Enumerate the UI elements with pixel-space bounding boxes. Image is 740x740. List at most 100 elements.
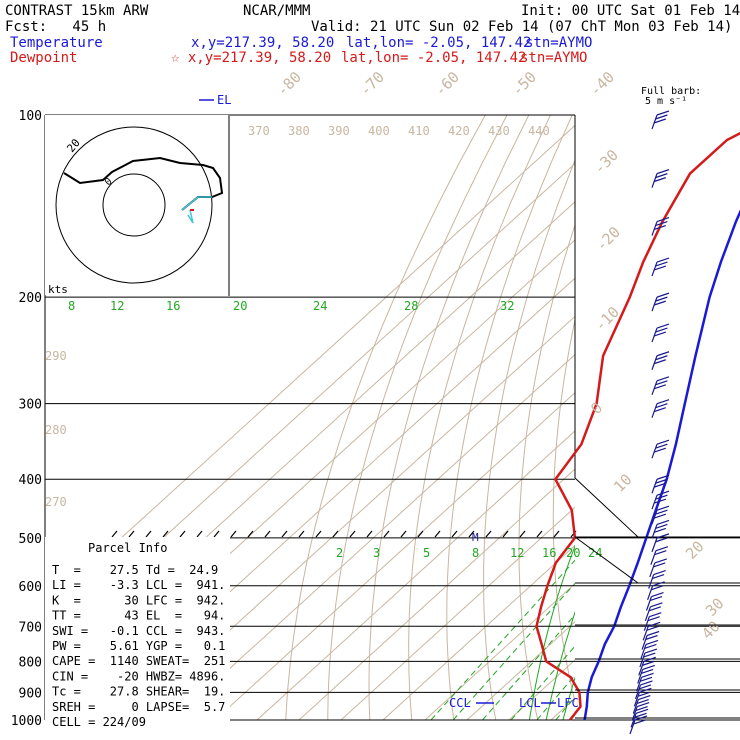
wind-barb bbox=[649, 558, 667, 578]
isotherm-line bbox=[172, 353, 575, 720]
wind-barb bbox=[630, 708, 649, 728]
isotherm-label: 10 bbox=[610, 470, 636, 496]
pressure-tick-label: 700 bbox=[19, 620, 42, 635]
isotherm-line bbox=[256, 430, 575, 720]
chart-title: CONTRAST 15km ARW bbox=[5, 3, 149, 19]
wind-barb bbox=[641, 630, 660, 650]
dry-adiabat-line bbox=[446, 115, 573, 720]
mixing-ratio-line bbox=[604, 404, 740, 720]
isotherm-label: -70 bbox=[356, 68, 388, 100]
isotherm-line bbox=[214, 392, 575, 720]
mixing-ratio-label: 12 bbox=[510, 546, 524, 560]
theta-label: 400 bbox=[368, 124, 390, 138]
hodograph: 20 0 kts bbox=[45, 115, 230, 296]
ccl-marker: CCL bbox=[449, 696, 471, 710]
isobar-tick bbox=[502, 530, 509, 538]
dewpoint-latlon: lat,lon= -2.05, 147.42 bbox=[341, 50, 527, 66]
hodograph-units: kts bbox=[48, 283, 68, 296]
moist-adiabat-line bbox=[597, 297, 740, 720]
pressure-tick-label: 600 bbox=[19, 580, 42, 595]
isotherm-label: -80 bbox=[273, 68, 305, 100]
moist-adiabat-line bbox=[528, 544, 575, 720]
theta-label: 380 bbox=[288, 124, 310, 138]
dry-adiabat-line bbox=[327, 115, 508, 720]
wind-barb bbox=[633, 687, 652, 707]
parcel-info-box: Parcel Info T = 27.5 Td = 24.9LI = -3.3 … bbox=[45, 537, 230, 729]
lfc-marker: LFC bbox=[557, 696, 579, 710]
moist-adiabat-line bbox=[580, 297, 740, 720]
wind-barb bbox=[651, 351, 670, 370]
isotherm-label: -30 bbox=[590, 146, 622, 178]
moist-adiabat-line bbox=[630, 297, 740, 720]
wind-barb bbox=[632, 694, 651, 714]
pressure-axis-labels: 100 200 300 400 500 600 700 800 900 1000 bbox=[11, 109, 42, 729]
pressure-tick-label: 1000 bbox=[11, 714, 42, 729]
wind-barb bbox=[651, 439, 670, 459]
forecast-hour: Fcst: 45 h bbox=[5, 19, 107, 35]
wind-barb bbox=[638, 656, 656, 676]
barb-legend-units: 5 m s⁻¹ bbox=[645, 96, 687, 107]
dry-adiabat-line bbox=[518, 223, 575, 720]
isotherm-label: 40 bbox=[698, 617, 724, 643]
mixing-ratio-label: 20 bbox=[233, 299, 247, 313]
pressure-tick-label: 400 bbox=[19, 473, 42, 488]
isobar-tick bbox=[468, 530, 475, 538]
barb-legend-title: Full barb: bbox=[641, 86, 701, 97]
pressure-tick-label: 500 bbox=[19, 532, 42, 547]
temperature-xy: x,y=217.39, 58.20 bbox=[191, 35, 335, 51]
mixing-ratio-label: 2 bbox=[336, 546, 343, 560]
wind-barb bbox=[651, 376, 670, 395]
isobar-tick bbox=[366, 530, 373, 538]
isobar-tick bbox=[383, 530, 390, 538]
temperature-profile bbox=[583, 209, 740, 721]
wind-barb bbox=[651, 323, 670, 343]
isobar-tick bbox=[213, 530, 220, 538]
parcel-info-line: CIN = -20 HWBZ= 4896. bbox=[52, 669, 225, 683]
wind-barb bbox=[651, 533, 670, 553]
mixing-ratio-label: 16 bbox=[542, 546, 556, 560]
theta-label: 390 bbox=[328, 124, 350, 138]
parcel-info-line: PW = 5.61 YGP = 0.1 bbox=[52, 639, 225, 653]
temperature-latlon: lat,lon= -2.05, 147.42 bbox=[346, 35, 532, 51]
mixing-ratio-line bbox=[536, 674, 575, 720]
parcel-info-line: SREH = 0 LAPSE= 5.7 bbox=[52, 700, 225, 714]
wind-barb bbox=[651, 169, 670, 188]
mixing-ratio-line bbox=[555, 696, 575, 720]
mixing-ratio-line bbox=[430, 559, 575, 720]
theta-label: 270 bbox=[45, 495, 67, 509]
pressure-tick-label: 800 bbox=[19, 655, 42, 670]
wind-barb bbox=[651, 490, 670, 510]
parcel-info-line: K = 30 LFC = 942. bbox=[52, 593, 225, 607]
moist-adiabat-line bbox=[664, 297, 740, 720]
wind-barb bbox=[631, 701, 650, 721]
mixing-ratio-label: 3 bbox=[373, 546, 380, 560]
mixing-ratio-label: 16 bbox=[166, 299, 180, 313]
dry-adiabat-line bbox=[650, 115, 706, 720]
sounding-profiles bbox=[535, 131, 740, 721]
wind-barb bbox=[651, 292, 670, 312]
isotherm-label: -50 bbox=[508, 68, 540, 100]
valid-time: Valid: 21 UTC Sun 02 Feb 14 (07 ChT Mon … bbox=[311, 19, 733, 35]
wind-barb bbox=[651, 474, 670, 494]
isobar-tick bbox=[196, 530, 203, 538]
wind-barb bbox=[636, 672, 654, 692]
isobar-tick bbox=[230, 530, 237, 538]
wind-barb bbox=[651, 505, 670, 525]
lcl-marker: LCL bbox=[519, 696, 541, 710]
isobar-tick bbox=[145, 530, 152, 538]
mixing-ratio-labels: 8 12 16 20 24 28 322 3 5 8 12 16 20 24 bbox=[68, 299, 602, 560]
dry-adiabat-line bbox=[368, 115, 530, 720]
isotherm-line bbox=[424, 582, 575, 720]
theta-label: 440 bbox=[528, 124, 550, 138]
wind-barb bbox=[640, 639, 659, 659]
isobar-tick bbox=[451, 530, 458, 538]
wind-barb bbox=[648, 570, 666, 589]
dry-adiabat-line bbox=[285, 115, 486, 720]
isotherm-label: -10 bbox=[591, 303, 623, 335]
dewpoint-profile bbox=[535, 131, 740, 721]
isobar-tick bbox=[485, 530, 492, 538]
pressure-tick-label: 300 bbox=[19, 398, 42, 413]
theta-label: 410 bbox=[408, 124, 430, 138]
isotherm-label: -60 bbox=[431, 68, 463, 100]
